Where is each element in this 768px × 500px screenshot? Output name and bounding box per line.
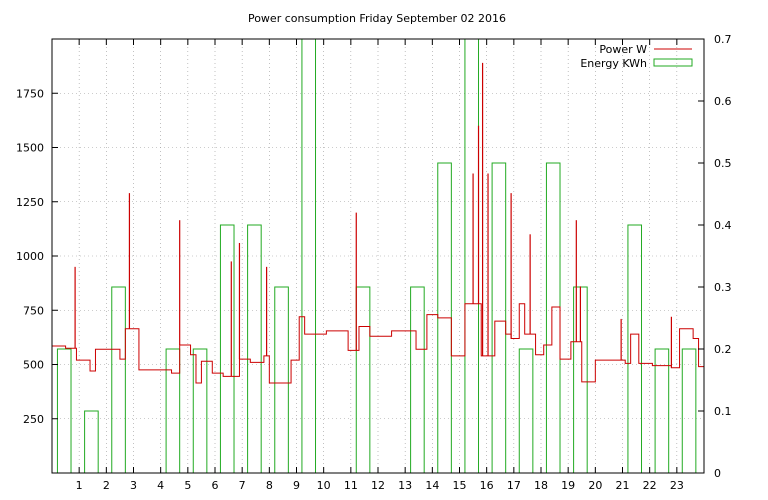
x-tick-label-6: 6 [212,479,219,492]
grid-lines [52,39,704,473]
chart-title: Power consumption Friday September 02 20… [248,12,506,25]
axis-ticks-and-labels: 1 2 3 4 5 6 7 8 9 10 11 12 13 14 15 16 17 18 19 20 21 22 23250… [16,33,732,492]
energy-bar-hour-11 [355,286,371,474]
y-tick-label-1000: 1000 [16,250,44,263]
legend: Power W Energy KWh [580,43,693,70]
x-tick-label-17: 17 [507,479,521,492]
energy-bar-hour-7 [247,224,262,474]
x-tick-label-2: 2 [103,479,110,492]
legend-label-power: Power W [599,43,647,56]
x-tick-label-14: 14 [425,479,439,492]
x-tick-label-1: 1 [76,479,83,492]
y-tick-label-1750: 1750 [16,87,44,100]
energy-bar-hour-6 [219,224,235,474]
energy-bar-hour-17 [518,348,534,474]
x-tick-label-16: 16 [480,479,494,492]
energy-bar-hour-8 [274,286,289,474]
x-tick-label-22: 22 [643,479,657,492]
x-tick-label-5: 5 [184,479,191,492]
energy-bar-hour-16 [491,162,507,474]
x-tick-label-23: 23 [670,479,684,492]
x-tick-label-20: 20 [588,479,602,492]
energy-bar-hour-23 [681,348,697,474]
y2-tick-label-0.2: 0.2 [714,343,732,356]
energy-bar-hour-1 [84,410,99,474]
y2-tick-label-0.6: 0.6 [714,95,732,108]
x-tick-label-19: 19 [561,479,575,492]
y2-tick-label-0.1: 0.1 [714,405,732,418]
y-tick-label-1500: 1500 [16,142,44,155]
legend-label-energy: Energy KWh [580,57,647,70]
x-tick-label-7: 7 [239,479,246,492]
x-tick-label-9: 9 [293,479,300,492]
energy-bar-hour-18 [545,162,561,474]
y2-tick-label-0.3: 0.3 [714,281,732,294]
power-step-line [52,303,705,384]
legend-swatch-energy [653,58,693,67]
y-tick-label-500: 500 [23,359,44,372]
energy-bar-hour-2 [111,286,126,474]
energy-bar-hour-0 [56,348,72,474]
energy-bar-hour-22 [654,348,670,474]
energy-bar-hour-4 [165,348,181,474]
x-tick-label-11: 11 [344,479,358,492]
x-tick-label-4: 4 [157,479,164,492]
energy-bar-hour-21 [627,224,643,474]
y2-tick-label-0: 0 [714,467,721,480]
y-tick-label-250: 250 [23,413,44,426]
y-tick-label-750: 750 [23,304,44,317]
y-tick-label-1250: 1250 [16,196,44,209]
energy-bar-hour-13 [410,286,425,474]
x-tick-label-18: 18 [534,479,548,492]
x-tick-label-3: 3 [130,479,137,492]
x-tick-label-8: 8 [266,479,273,492]
y2-tick-label-0.5: 0.5 [714,157,732,170]
x-tick-label-10: 10 [317,479,331,492]
x-tick-label-13: 13 [398,479,412,492]
x-tick-label-21: 21 [616,479,630,492]
power-w-series [52,62,705,384]
y2-tick-label-0.7: 0.7 [714,33,732,46]
x-tick-label-15: 15 [453,479,467,492]
y2-tick-label-0.4: 0.4 [714,219,732,232]
energy-bar-hour-5 [192,348,208,474]
x-tick-label-12: 12 [371,479,385,492]
